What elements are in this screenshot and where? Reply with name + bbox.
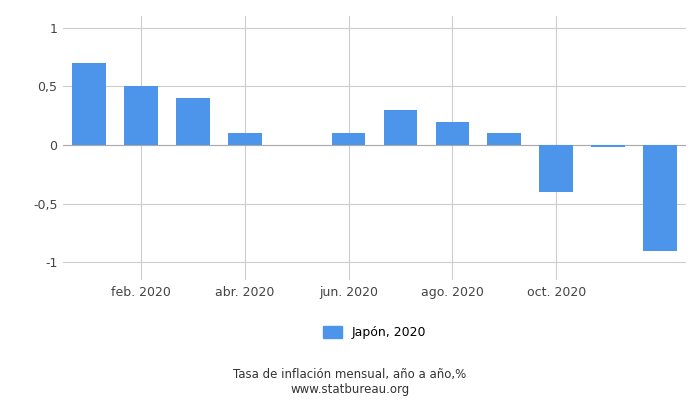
Bar <box>72 63 106 145</box>
Bar <box>435 122 469 145</box>
Bar <box>176 98 210 145</box>
Bar <box>332 133 365 145</box>
Legend: Japón, 2020: Japón, 2020 <box>318 320 431 344</box>
Bar <box>124 86 158 145</box>
Bar <box>592 145 625 148</box>
Bar <box>539 145 573 192</box>
Bar <box>384 110 417 145</box>
Bar <box>228 133 262 145</box>
Text: www.statbureau.org: www.statbureau.org <box>290 383 410 396</box>
Bar <box>487 133 522 145</box>
Text: Tasa de inflación mensual, año a año,%: Tasa de inflación mensual, año a año,% <box>233 368 467 381</box>
Bar <box>643 145 677 251</box>
